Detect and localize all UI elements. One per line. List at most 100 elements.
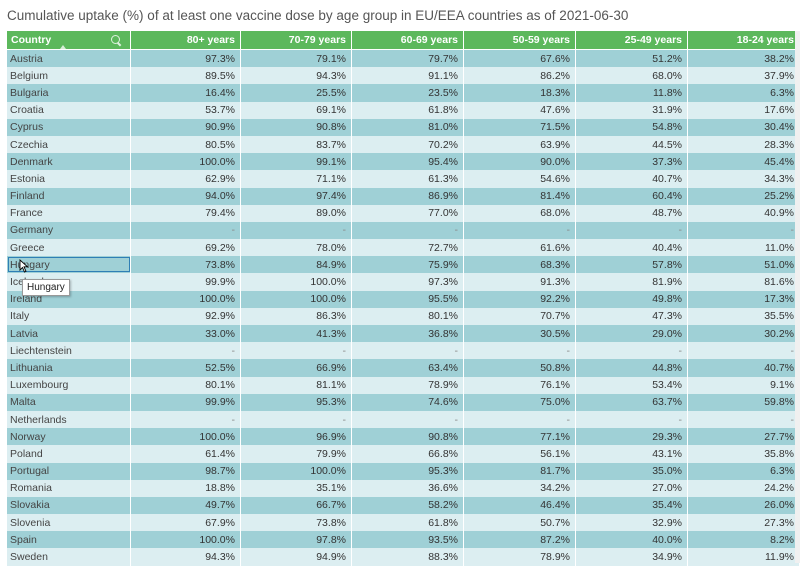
value-cell[interactable]: 70.7% (464, 307, 576, 325)
value-cell[interactable]: 11.0% (688, 239, 800, 257)
value-cell[interactable]: 30.2% (688, 325, 800, 343)
value-cell[interactable]: 80.1% (352, 307, 464, 325)
value-cell[interactable]: 66.9% (241, 359, 352, 377)
value-cell[interactable]: 27.3% (688, 514, 800, 532)
value-cell[interactable]: 97.3% (352, 273, 464, 291)
value-cell[interactable]: 6.3% (688, 462, 800, 480)
value-cell[interactable]: 35.1% (241, 479, 352, 497)
value-cell[interactable]: - (688, 342, 800, 360)
country-cell[interactable]: Greece (7, 239, 131, 257)
value-cell[interactable]: 53.7% (131, 101, 241, 119)
value-cell[interactable]: 38.2% (688, 50, 800, 68)
table-row[interactable]: Norway 100.0% 96.9% 90.8% 77.1% 29.3% 27.7% (7, 428, 800, 446)
value-cell[interactable]: 61.8% (352, 101, 464, 119)
value-cell[interactable]: 40.4% (576, 239, 688, 257)
value-cell[interactable]: 83.7% (241, 135, 352, 154)
value-cell[interactable]: 81.7% (464, 462, 576, 480)
value-cell[interactable]: 88.3% (352, 548, 464, 566)
country-cell[interactable]: Bulgaria (7, 84, 131, 102)
value-cell[interactable]: 73.8% (241, 514, 352, 532)
value-cell[interactable]: 77.1% (464, 428, 576, 446)
value-cell[interactable]: 96.9% (241, 428, 352, 446)
value-cell[interactable]: 78.0% (241, 239, 352, 257)
value-cell[interactable]: 36.8% (352, 325, 464, 343)
value-cell[interactable]: 100.0% (131, 290, 241, 308)
value-cell[interactable]: 86.3% (241, 307, 352, 325)
value-cell[interactable]: - (464, 221, 576, 240)
value-cell[interactable]: 51.0% (688, 256, 800, 274)
value-cell[interactable]: 8.2% (688, 531, 800, 549)
value-cell[interactable]: 11.9% (688, 548, 800, 566)
value-cell[interactable]: 44.5% (576, 135, 688, 154)
table-row[interactable]: Slovenia 67.9% 73.8% 61.8% 50.7% 32.9% 27.3% (7, 514, 800, 532)
value-cell[interactable]: 40.7% (576, 170, 688, 188)
value-cell[interactable]: 17.6% (688, 101, 800, 119)
column-header-70-79[interactable]: 70-79 years (241, 31, 352, 49)
value-cell[interactable]: - (352, 221, 464, 240)
value-cell[interactable]: 90.9% (131, 118, 241, 136)
country-cell[interactable]: Germany (7, 221, 131, 240)
value-cell[interactable]: 81.6% (688, 273, 800, 291)
value-cell[interactable]: 35.5% (688, 307, 800, 325)
country-cell[interactable]: France (7, 204, 131, 222)
value-cell[interactable]: 6.3% (688, 84, 800, 102)
value-cell[interactable]: 34.2% (464, 479, 576, 497)
value-cell[interactable]: - (688, 410, 800, 429)
value-cell[interactable]: 100.0% (241, 273, 352, 291)
value-cell[interactable]: 50.8% (464, 359, 576, 377)
table-row[interactable]: Greece 69.2% 78.0% 72.7% 61.6% 40.4% 11.0% (7, 239, 800, 257)
value-cell[interactable]: 25.2% (688, 187, 800, 205)
value-cell[interactable]: 66.8% (352, 445, 464, 463)
country-cell[interactable]: Romania (7, 479, 131, 497)
country-cell[interactable]: Belgium (7, 67, 131, 85)
value-cell[interactable]: 54.8% (576, 118, 688, 136)
country-cell[interactable]: Portugal (7, 462, 131, 480)
value-cell[interactable]: 30.5% (464, 325, 576, 343)
value-cell[interactable]: 47.6% (464, 101, 576, 119)
value-cell[interactable]: 80.5% (131, 135, 241, 154)
value-cell[interactable]: 61.6% (464, 239, 576, 257)
value-cell[interactable]: 29.0% (576, 325, 688, 343)
value-cell[interactable]: 90.8% (241, 118, 352, 136)
value-cell[interactable]: 77.0% (352, 204, 464, 222)
value-cell[interactable]: 17.3% (688, 290, 800, 308)
value-cell[interactable]: 36.6% (352, 479, 464, 497)
table-row[interactable]: Portugal 98.7% 100.0% 95.3% 81.7% 35.0% 6.3% (7, 462, 800, 480)
table-row[interactable]: Liechtenstein - - - - - - (7, 342, 800, 360)
value-cell[interactable]: 95.3% (352, 462, 464, 480)
value-cell[interactable]: 63.7% (576, 393, 688, 411)
country-cell[interactable]: Slovakia (7, 496, 131, 515)
value-cell[interactable]: - (576, 221, 688, 240)
country-cell[interactable]: Malta (7, 393, 131, 411)
country-cell[interactable]: Austria (7, 50, 131, 68)
value-cell[interactable]: 54.6% (464, 170, 576, 188)
column-header-50-59[interactable]: 50-59 years (464, 31, 576, 49)
value-cell[interactable]: 18.8% (131, 479, 241, 497)
value-cell[interactable]: 81.0% (352, 118, 464, 136)
value-cell[interactable]: 91.3% (464, 273, 576, 291)
table-row[interactable]: Germany - - - - - - (7, 221, 800, 240)
value-cell[interactable]: 37.9% (688, 67, 800, 85)
table-row[interactable]: Belgium 89.5% 94.3% 91.1% 86.2% 68.0% 37.9% (7, 67, 800, 85)
value-cell[interactable]: 26.0% (688, 496, 800, 515)
value-cell[interactable]: 92.2% (464, 290, 576, 308)
table-row[interactable]: Ireland 100.0% 100.0% 95.5% 92.2% 49.8% 17.3% (7, 290, 800, 308)
value-cell[interactable]: 41.3% (241, 325, 352, 343)
value-cell[interactable]: 9.1% (688, 376, 800, 394)
value-cell[interactable]: 94.0% (131, 187, 241, 205)
value-cell[interactable]: - (576, 410, 688, 429)
value-cell[interactable]: 68.0% (576, 67, 688, 85)
value-cell[interactable]: 79.7% (352, 50, 464, 68)
value-cell[interactable]: 40.9% (688, 204, 800, 222)
table-row[interactable]: Cyprus 90.9% 90.8% 81.0% 71.5% 54.8% 30.4% (7, 118, 800, 136)
value-cell[interactable]: 61.8% (352, 514, 464, 532)
value-cell[interactable]: 45.4% (688, 153, 800, 171)
table-row[interactable]: Latvia 33.0% 41.3% 36.8% 30.5% 29.0% 30.2% (7, 325, 800, 343)
country-cell[interactable]: Italy (7, 307, 131, 325)
value-cell[interactable]: 81.9% (576, 273, 688, 291)
value-cell[interactable]: 40.0% (576, 531, 688, 549)
value-cell[interactable]: 46.4% (464, 496, 576, 515)
value-cell[interactable]: 95.5% (352, 290, 464, 308)
value-cell[interactable]: 95.4% (352, 153, 464, 171)
table-row[interactable]: France 79.4% 89.0% 77.0% 68.0% 48.7% 40.9% (7, 204, 800, 222)
